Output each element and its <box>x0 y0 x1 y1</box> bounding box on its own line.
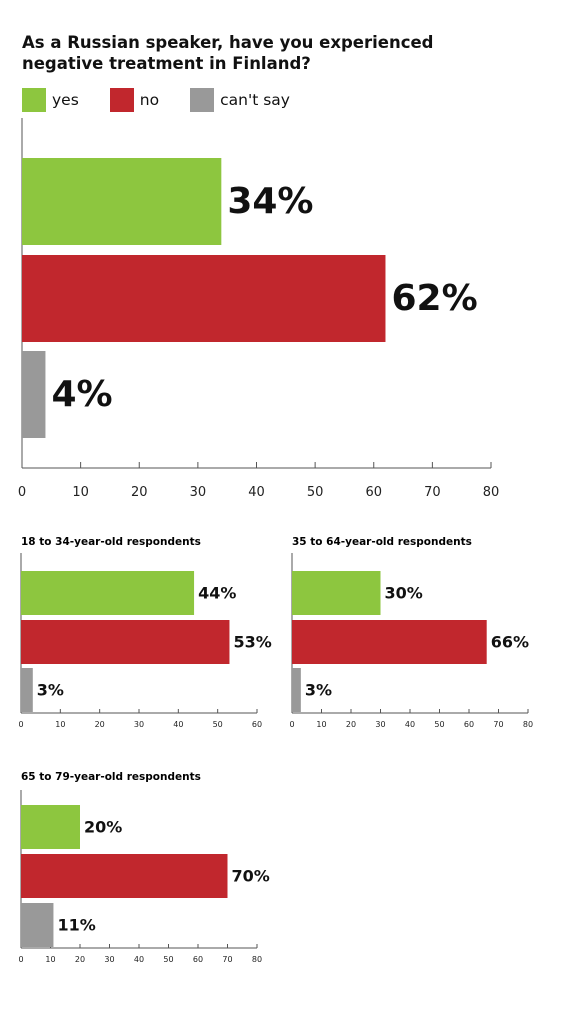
chart-1-bar-yes <box>21 571 195 615</box>
chart-3-value-label-yes: 20% <box>84 818 122 837</box>
legend-swatch-no <box>109 88 134 112</box>
legend-item-yes: yes <box>22 88 79 112</box>
chart-0-tick-label-0: 0 <box>18 485 26 500</box>
chart-1-value-label-yes: 44% <box>198 584 236 603</box>
legend-label-yes: yes <box>52 91 79 109</box>
chart-2-tick-label-70: 70 <box>493 720 503 729</box>
chart-3-bar-no <box>21 854 228 898</box>
chart-2-tick-label-10: 10 <box>316 720 326 729</box>
chart-3-tick-label-10: 10 <box>45 955 55 964</box>
legend-item-cant-say: can't say <box>190 88 290 112</box>
chart-1-tick-label-10: 10 <box>55 720 65 729</box>
chart-1-bar-cant-say <box>21 668 33 712</box>
chart-0-value-label-yes: 34% <box>227 181 313 222</box>
chart-3-bar-yes <box>21 805 80 849</box>
chart-1-value-label-cant-say: 3% <box>37 681 64 700</box>
chart-1-tick-label-30: 30 <box>134 720 144 729</box>
chart-1-tick-label-40: 40 <box>173 720 183 729</box>
legend-swatch-cant-say <box>190 88 215 112</box>
chart-3-tick-label-50: 50 <box>163 955 173 964</box>
chart-2-tick-label-20: 20 <box>346 720 356 729</box>
chart-0-bar-cant-say <box>22 351 46 438</box>
chart-3-tick-label-80: 80 <box>252 955 262 964</box>
chart-3-tick-label-20: 20 <box>75 955 85 964</box>
legend-label-cant-say: can't say <box>220 91 290 109</box>
chart-3-tick-label-70: 70 <box>222 955 232 964</box>
chart-2-tick-label-80: 80 <box>523 720 533 729</box>
chart-0-tick-label-10: 10 <box>72 485 89 500</box>
chart-3-value-label-no: 70% <box>232 867 270 886</box>
chart-2-subtitle: 35 to 64-year-old respondents <box>292 536 472 548</box>
chart-0-tick-label-70: 70 <box>424 485 441 500</box>
chart-2-value-label-cant-say: 3% <box>305 681 332 700</box>
chart-2-value-label-no: 66% <box>491 633 529 652</box>
chart-2-tick-label-50: 50 <box>434 720 444 729</box>
chart-0-tick-label-20: 20 <box>131 485 148 500</box>
chart-3-bar-cant-say <box>21 903 54 947</box>
chart-1-tick-label-60: 60 <box>252 720 262 729</box>
chart-1-subtitle: 18 to 34-year-old respondents <box>21 536 201 548</box>
chart-0-value-label-cant-say: 4% <box>51 374 112 415</box>
chart-1-tick-label-0: 0 <box>18 720 23 729</box>
chart-title: As a Russian speaker, have you experienc… <box>22 33 434 73</box>
chart-0-tick-label-50: 50 <box>307 485 324 500</box>
legend: yes no can't say <box>22 88 321 112</box>
chart-0-bar-yes <box>22 158 222 245</box>
legend-item-no: no <box>109 88 160 112</box>
chart-0-bar-no <box>22 255 386 342</box>
chart-0-tick-label-60: 60 <box>365 485 382 500</box>
legend-label-no: no <box>139 91 160 109</box>
chart-3-tick-label-30: 30 <box>104 955 114 964</box>
chart-3-tick-label-60: 60 <box>193 955 203 964</box>
chart-3-value-label-cant-say: 11% <box>57 916 95 935</box>
chart-2-bar-yes <box>292 571 381 615</box>
chart-2-tick-label-0: 0 <box>289 720 294 729</box>
chart-1-tick-label-50: 50 <box>213 720 223 729</box>
chart-0-value-label-no: 62% <box>391 278 477 319</box>
chart-2-tick-label-40: 40 <box>405 720 415 729</box>
chart-0-tick-label-40: 40 <box>248 485 265 500</box>
chart-0-tick-label-80: 80 <box>483 485 500 500</box>
chart-0-tick-label-30: 30 <box>190 485 207 500</box>
legend-swatch-yes <box>22 88 46 112</box>
chart-1-value-label-no: 53% <box>233 633 271 652</box>
chart-3-tick-label-40: 40 <box>134 955 144 964</box>
chart-1-tick-label-20: 20 <box>95 720 105 729</box>
chart-2-tick-label-60: 60 <box>464 720 474 729</box>
chart-2-tick-label-30: 30 <box>375 720 385 729</box>
chart-2-bar-no <box>292 620 487 664</box>
chart-3-subtitle: 65 to 79-year-old respondents <box>21 771 201 783</box>
chart-1-bar-no <box>21 620 230 664</box>
chart-2-value-label-yes: 30% <box>385 584 423 603</box>
chart-2-bar-cant-say <box>292 668 301 712</box>
chart-3-tick-label-0: 0 <box>18 955 23 964</box>
